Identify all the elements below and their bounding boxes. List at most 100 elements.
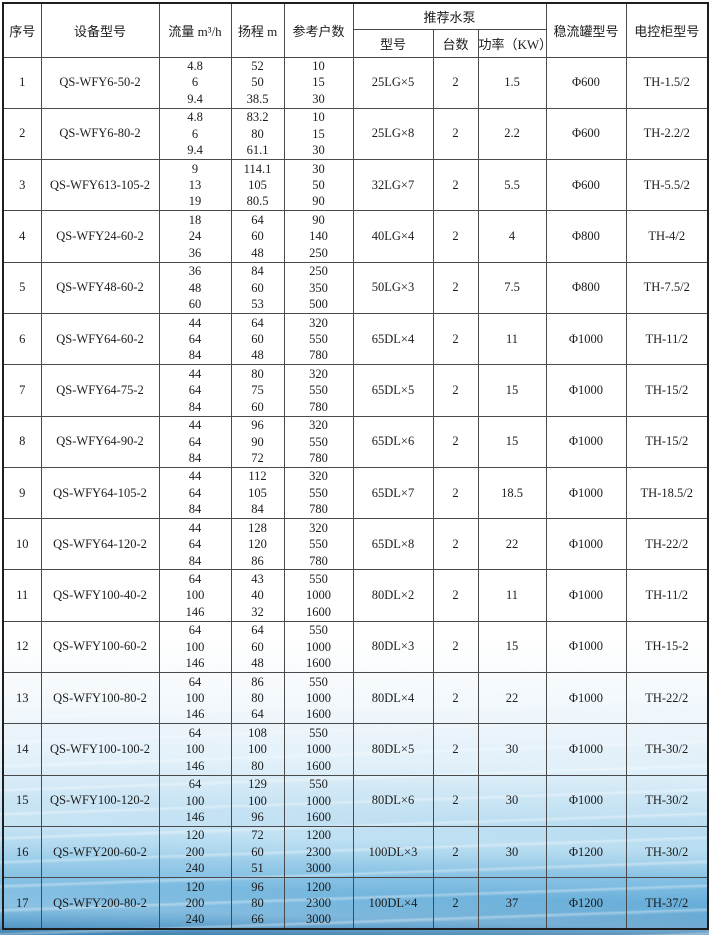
cell-serial: 1	[2, 56, 42, 109]
households-value: 10	[312, 59, 325, 74]
cell-pump-model: 100DL×4	[352, 877, 434, 930]
flow-value: 44	[188, 366, 202, 381]
households-value: 550	[309, 537, 328, 552]
cell-tank: Φ1000	[545, 569, 627, 622]
flow-value: 64	[188, 331, 202, 346]
cell-device-model: QS-WFY64-105-2	[40, 466, 160, 520]
households-value: 1200	[306, 828, 331, 843]
cell-tank: Φ1000	[545, 672, 627, 725]
head-value: 129	[248, 777, 267, 792]
cell-units: 2	[432, 774, 479, 827]
head-value: 72	[251, 450, 264, 465]
households-value: 780	[309, 502, 328, 517]
flow-value: 44	[188, 520, 202, 535]
flow-value: 48	[188, 280, 202, 295]
cell-cabinet: TH-15-2	[625, 620, 709, 674]
cell-cabinet: TH-22/2	[625, 672, 709, 725]
cell-units: 2	[432, 620, 479, 674]
head-value: 60	[251, 229, 264, 244]
flow-value: 60	[188, 297, 202, 312]
flow-value: 9.4	[187, 143, 203, 158]
cell-tank: Φ1000	[545, 723, 627, 776]
flow-value: 64	[188, 485, 202, 500]
head-value: 60	[251, 399, 264, 414]
head-value: 80	[251, 895, 264, 910]
households-value: 2300	[306, 895, 331, 910]
cell-pump-model: 50LG×3	[352, 261, 434, 314]
flow-value: 64	[188, 623, 202, 638]
cell-head: 52 50 38.5	[230, 56, 285, 109]
cell-units: 2	[432, 107, 479, 161]
head-value: 80	[251, 126, 264, 141]
cell-pump-model: 100DL×3	[352, 825, 434, 879]
head-value: 38.5	[246, 91, 269, 106]
cell-head: 64 60 48	[230, 312, 285, 366]
head-value: 80	[251, 758, 264, 773]
header-cabinet: 电控柜型号	[625, 2, 709, 58]
cell-power: 22	[477, 518, 547, 571]
cell-pump-model: 65DL×4	[352, 312, 434, 366]
cell-cabinet: TH-11/2	[625, 312, 709, 366]
flow-value: 240	[185, 912, 205, 927]
cell-power: 5.5	[477, 159, 547, 212]
households-value: 320	[309, 418, 328, 433]
cell-units: 2	[432, 723, 479, 776]
households-value: 550	[309, 331, 328, 346]
cell-tank: Φ800	[545, 210, 627, 263]
flow-value: 200	[185, 844, 205, 859]
cell-flow: 9 13 19	[158, 159, 232, 212]
head-value: 52	[251, 59, 264, 74]
cell-cabinet: TH-37/2	[625, 877, 709, 930]
households-value: 780	[309, 348, 328, 363]
households-value: 500	[309, 297, 328, 312]
head-value: 51	[251, 861, 264, 876]
cell-serial: 7	[2, 364, 42, 417]
households-value: 15	[312, 126, 325, 141]
cell-pump-model: 65DL×6	[352, 415, 434, 468]
flow-value: 146	[185, 810, 205, 824]
cell-power: 30	[477, 723, 547, 776]
households-value: 1000	[306, 691, 331, 705]
flow-value: 6	[191, 75, 199, 90]
cell-head: 128 120 86	[230, 518, 285, 571]
flow-value: 64	[188, 383, 202, 398]
flow-value: 240	[185, 861, 205, 876]
head-value: 60	[251, 331, 264, 346]
households-value: 780	[309, 553, 328, 568]
cell-head: 80 75 60	[230, 364, 285, 417]
cell-pump-model: 80DL×6	[352, 774, 434, 827]
cell-serial: 3	[2, 159, 42, 212]
cell-flow: 44 64 84	[158, 312, 232, 366]
cell-head: 64 60 48	[230, 620, 285, 674]
table-row: 4 QS-WFY24-60-2 18 24 36 64 60 48 90 14	[2, 210, 709, 263]
cell-serial: 15	[2, 774, 42, 827]
households-value: 780	[309, 399, 328, 414]
head-value: 60	[251, 844, 264, 859]
cell-serial: 13	[2, 672, 42, 725]
flow-value: 100	[185, 742, 205, 757]
cell-power: 7.5	[477, 261, 547, 314]
cell-tank: Φ1200	[545, 825, 627, 879]
cell-units: 2	[432, 877, 479, 930]
cell-flow: 64 100 146	[158, 620, 232, 674]
cell-power: 2.2	[477, 107, 547, 161]
cell-tank: Φ1000	[545, 620, 627, 674]
cell-power: 15	[477, 415, 547, 468]
cell-device-model: QS-WFY64-120-2	[40, 518, 160, 571]
cell-tank: Φ1000	[545, 415, 627, 468]
households-value: 1000	[306, 639, 331, 654]
cell-serial: 5	[2, 261, 42, 314]
cell-flow: 64 100 146	[158, 774, 232, 827]
cell-cabinet: TH-30/2	[625, 774, 709, 827]
flow-value: 120	[185, 879, 205, 894]
cell-head: 64 60 48	[230, 210, 285, 263]
cell-power: 1.5	[477, 56, 547, 109]
cell-serial: 6	[2, 312, 42, 366]
head-value: 128	[248, 520, 267, 535]
cell-serial: 11	[2, 569, 42, 622]
cell-device-model: QS-WFY100-60-2	[40, 620, 160, 674]
flow-value: 84	[188, 553, 202, 568]
cell-device-model: QS-WFY6-50-2	[40, 56, 160, 109]
households-value: 1000	[306, 793, 331, 808]
